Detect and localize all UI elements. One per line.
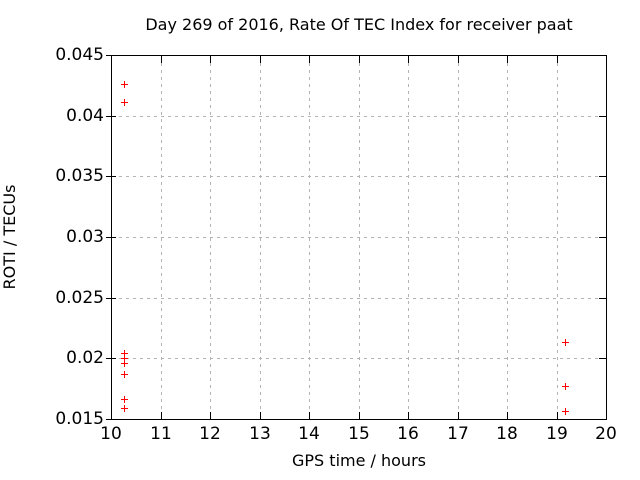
y-tick-right bbox=[599, 237, 607, 238]
y-tick-left bbox=[106, 298, 116, 299]
y-tick-label: 0.04 bbox=[66, 106, 104, 126]
x-tick-label: 11 bbox=[150, 424, 172, 444]
x-tick-bottom bbox=[557, 412, 558, 419]
x-axis-label: GPS time / hours bbox=[292, 451, 426, 470]
x-tick-bottom bbox=[408, 412, 409, 419]
x-tick-bottom bbox=[210, 412, 211, 419]
data-point-marker bbox=[562, 382, 570, 390]
x-tick-label: 15 bbox=[348, 424, 370, 444]
y-tick-label: 0.035 bbox=[55, 166, 104, 186]
x-tick-top bbox=[309, 56, 310, 63]
x-tick-top bbox=[408, 56, 409, 63]
data-point-marker bbox=[120, 396, 128, 404]
x-tick-label: 14 bbox=[298, 424, 320, 444]
y-axis-label: ROTI / TECUs bbox=[0, 184, 19, 290]
x-tick-top bbox=[359, 56, 360, 63]
x-tick-bottom bbox=[606, 412, 607, 419]
y-grid-line bbox=[112, 116, 605, 117]
data-point-marker bbox=[120, 98, 128, 106]
y-tick-right bbox=[599, 55, 607, 56]
x-tick-top bbox=[458, 56, 459, 63]
y-tick-right bbox=[599, 298, 607, 299]
x-tick-label: 17 bbox=[447, 424, 469, 444]
y-tick-label: 0.02 bbox=[66, 348, 104, 368]
x-tick-label: 20 bbox=[595, 424, 617, 444]
x-tick-bottom bbox=[507, 412, 508, 419]
data-point-marker bbox=[120, 359, 128, 367]
data-point-marker bbox=[562, 339, 570, 347]
y-tick-right bbox=[599, 358, 607, 359]
x-tick-bottom bbox=[458, 412, 459, 419]
x-tick-top bbox=[161, 56, 162, 63]
chart-title: Day 269 of 2016, Rate Of TEC Index for r… bbox=[145, 15, 573, 34]
y-tick-label: 0.015 bbox=[55, 409, 104, 429]
y-tick-left bbox=[106, 358, 116, 359]
x-tick-label: 19 bbox=[546, 424, 568, 444]
x-tick-bottom bbox=[359, 412, 360, 419]
x-tick-label: 10 bbox=[100, 424, 122, 444]
y-tick-right bbox=[599, 176, 607, 177]
x-tick-top bbox=[507, 56, 508, 63]
x-tick-top bbox=[111, 56, 112, 63]
y-grid-line bbox=[112, 298, 605, 299]
data-point-marker bbox=[120, 80, 128, 88]
y-tick-left bbox=[106, 116, 116, 117]
y-tick-right bbox=[599, 419, 607, 420]
y-tick-left bbox=[106, 237, 116, 238]
x-tick-bottom bbox=[161, 412, 162, 419]
data-point-marker bbox=[120, 349, 128, 357]
y-tick-left bbox=[106, 419, 116, 420]
x-tick-bottom bbox=[260, 412, 261, 419]
y-grid-line bbox=[112, 358, 605, 359]
y-grid-line bbox=[112, 176, 605, 177]
data-point-marker bbox=[120, 354, 128, 362]
x-tick-top bbox=[557, 56, 558, 63]
data-point-marker bbox=[120, 404, 128, 412]
y-tick-left bbox=[106, 55, 116, 56]
x-tick-label: 16 bbox=[397, 424, 419, 444]
x-tick-label: 18 bbox=[496, 424, 518, 444]
x-tick-top bbox=[210, 56, 211, 63]
y-tick-label: 0.045 bbox=[55, 45, 104, 65]
y-tick-right bbox=[599, 116, 607, 117]
x-tick-bottom bbox=[309, 412, 310, 419]
x-tick-label: 13 bbox=[249, 424, 271, 444]
x-tick-label: 12 bbox=[199, 424, 221, 444]
x-tick-bottom bbox=[111, 412, 112, 419]
y-tick-left bbox=[106, 176, 116, 177]
data-point-marker bbox=[562, 408, 570, 416]
y-tick-label: 0.025 bbox=[55, 288, 104, 308]
x-tick-top bbox=[606, 56, 607, 63]
y-grid-line bbox=[112, 237, 605, 238]
data-point-marker bbox=[120, 370, 128, 378]
y-tick-label: 0.03 bbox=[66, 227, 104, 247]
x-tick-top bbox=[260, 56, 261, 63]
